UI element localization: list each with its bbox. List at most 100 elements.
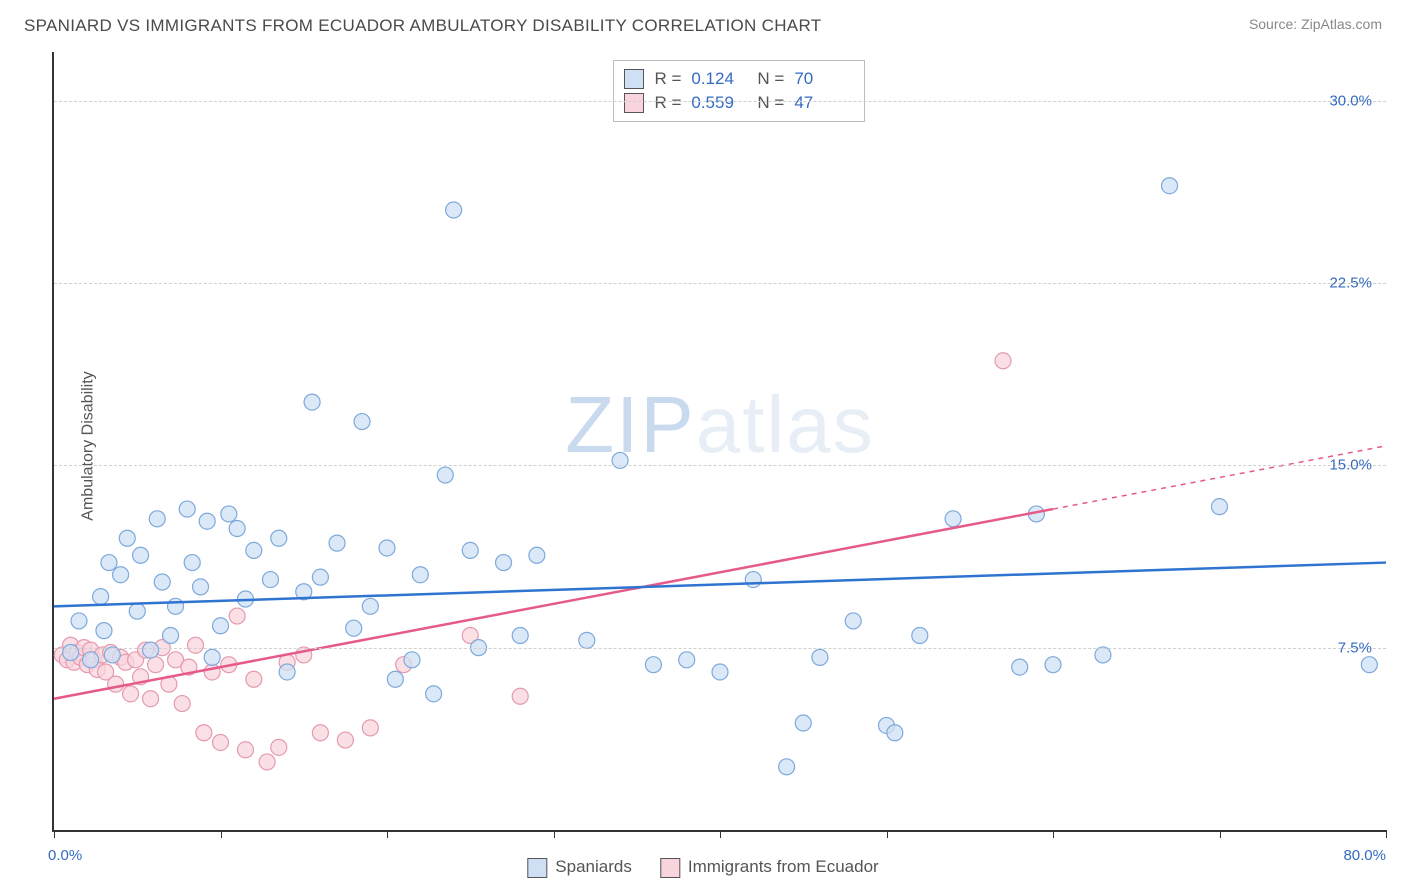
- x-tick: [54, 830, 55, 838]
- grid-line: [54, 648, 1386, 649]
- data-point: [108, 676, 124, 692]
- data-point: [1361, 657, 1377, 673]
- data-point: [412, 567, 428, 583]
- x-tick: [720, 830, 721, 838]
- data-point: [133, 547, 149, 563]
- data-point: [204, 649, 220, 665]
- data-point: [462, 542, 478, 558]
- data-point: [101, 555, 117, 571]
- data-point: [812, 649, 828, 665]
- stat-r-value: 0.559: [691, 93, 747, 113]
- data-point: [237, 742, 253, 758]
- chart-title: SPANIARD VS IMMIGRANTS FROM ECUADOR AMBU…: [24, 16, 821, 36]
- data-point: [71, 613, 87, 629]
- data-point: [845, 613, 861, 629]
- stat-n-label: N =: [757, 93, 784, 113]
- data-point: [143, 691, 159, 707]
- data-point: [645, 657, 661, 673]
- y-tick-label: 22.5%: [1329, 274, 1372, 291]
- data-point: [712, 664, 728, 680]
- data-point: [529, 547, 545, 563]
- x-axis-max-label: 80.0%: [1343, 847, 1386, 864]
- data-point: [1045, 657, 1061, 673]
- data-point: [262, 572, 278, 588]
- source-attribution: Source: ZipAtlas.com: [1249, 16, 1382, 32]
- data-point: [312, 569, 328, 585]
- data-point: [271, 739, 287, 755]
- data-point: [123, 686, 139, 702]
- legend-item: Immigrants from Ecuador: [660, 857, 879, 878]
- trend-line: [54, 509, 1053, 699]
- data-point: [1162, 178, 1178, 194]
- data-point: [579, 632, 595, 648]
- stat-n-label: N =: [757, 69, 784, 89]
- data-point: [887, 725, 903, 741]
- data-point: [154, 574, 170, 590]
- data-point: [168, 598, 184, 614]
- plot-area: ZIPatlas R = 0.124 N = 70 R = 0.559 N = …: [52, 52, 1386, 832]
- data-point: [179, 501, 195, 517]
- data-point: [149, 511, 165, 527]
- data-point: [163, 628, 179, 644]
- data-point: [404, 652, 420, 668]
- stat-r-label: R =: [654, 69, 681, 89]
- data-point: [229, 608, 245, 624]
- data-point: [221, 506, 237, 522]
- data-point: [512, 628, 528, 644]
- x-tick: [221, 830, 222, 838]
- data-point: [113, 567, 129, 583]
- data-point: [213, 734, 229, 750]
- data-point: [104, 647, 120, 663]
- data-point: [745, 572, 761, 588]
- data-point: [679, 652, 695, 668]
- data-point: [337, 732, 353, 748]
- legend-label: Spaniards: [555, 857, 632, 876]
- data-point: [143, 642, 159, 658]
- stats-box: R = 0.124 N = 70 R = 0.559 N = 47: [613, 60, 865, 122]
- data-point: [995, 353, 1011, 369]
- data-point: [246, 542, 262, 558]
- data-point: [96, 623, 112, 639]
- data-point: [229, 521, 245, 537]
- square-icon: [660, 858, 680, 878]
- y-tick-label: 30.0%: [1329, 92, 1372, 109]
- x-tick: [1220, 830, 1221, 838]
- data-point: [779, 759, 795, 775]
- data-point: [446, 202, 462, 218]
- data-point: [362, 598, 378, 614]
- stat-r-label: R =: [654, 93, 681, 113]
- data-point: [437, 467, 453, 483]
- data-point: [93, 589, 109, 605]
- legend-item: Spaniards: [527, 857, 632, 878]
- data-point: [1012, 659, 1028, 675]
- legend: Spaniards Immigrants from Ecuador: [527, 857, 878, 878]
- data-point: [329, 535, 345, 551]
- x-axis-min-label: 0.0%: [48, 847, 82, 864]
- grid-line: [54, 465, 1386, 466]
- data-point: [271, 530, 287, 546]
- data-point: [129, 603, 145, 619]
- x-tick: [554, 830, 555, 838]
- data-point: [426, 686, 442, 702]
- data-point: [496, 555, 512, 571]
- data-point: [174, 696, 190, 712]
- stats-row: R = 0.124 N = 70: [624, 67, 850, 91]
- data-point: [304, 394, 320, 410]
- stat-r-value: 0.124: [691, 69, 747, 89]
- data-point: [1212, 499, 1228, 515]
- data-point: [193, 579, 209, 595]
- data-point: [312, 725, 328, 741]
- square-icon: [624, 93, 644, 113]
- data-point: [199, 513, 215, 529]
- data-point: [512, 688, 528, 704]
- data-point: [213, 618, 229, 634]
- data-point: [196, 725, 212, 741]
- source-link[interactable]: ZipAtlas.com: [1301, 16, 1382, 32]
- x-tick: [1053, 830, 1054, 838]
- x-tick: [1386, 830, 1387, 838]
- data-point: [387, 671, 403, 687]
- data-point: [346, 620, 362, 636]
- source-prefix: Source:: [1249, 16, 1301, 32]
- data-point: [246, 671, 262, 687]
- scatter-svg: [54, 52, 1386, 830]
